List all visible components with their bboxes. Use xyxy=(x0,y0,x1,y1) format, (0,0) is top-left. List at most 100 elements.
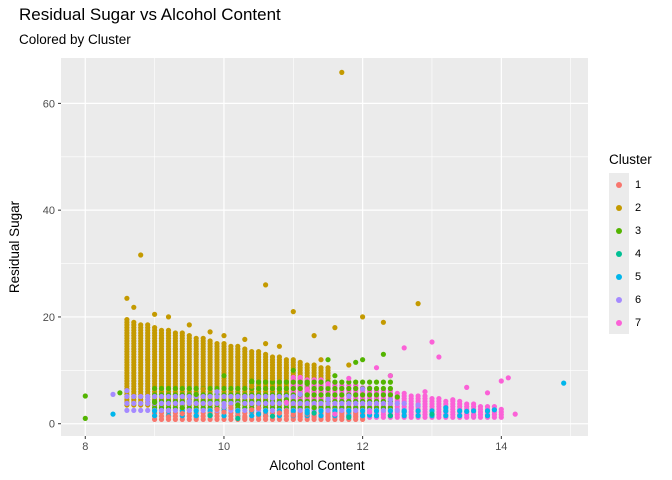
data-point-cluster-1 xyxy=(249,407,255,413)
major-gridlines xyxy=(61,58,588,436)
data-point-cluster-2 xyxy=(346,362,352,368)
data-point-cluster-6 xyxy=(200,393,206,400)
data-point-cluster-6 xyxy=(172,407,178,413)
data-point-cluster-6 xyxy=(124,393,130,400)
data-point-cluster-2 xyxy=(276,354,282,360)
legend-item-5: 5 xyxy=(609,265,652,288)
data-point-cluster-6 xyxy=(346,393,352,399)
data-point-cluster-2 xyxy=(186,378,192,384)
legend-dot xyxy=(616,273,622,280)
data-point-cluster-6 xyxy=(304,400,310,406)
y-tick-label: 20 xyxy=(43,312,55,324)
legend-dot xyxy=(616,181,622,188)
data-point-cluster-6 xyxy=(138,407,144,413)
data-point-cluster-7 xyxy=(471,401,477,407)
data-point-cluster-3 xyxy=(221,373,227,379)
data-point-cluster-6 xyxy=(152,393,158,400)
legend-label: 4 xyxy=(635,247,642,260)
legend-item-2: 2 xyxy=(609,196,652,219)
data-point-cluster-3 xyxy=(311,405,317,411)
y-tick-label: 0 xyxy=(49,419,55,431)
data-point-cluster-7 xyxy=(429,396,435,402)
data-point-cluster-5 xyxy=(415,408,421,414)
data-point-cluster-3 xyxy=(263,379,269,385)
legend-key xyxy=(609,242,629,265)
data-point-cluster-6 xyxy=(360,386,366,392)
legend-label: 2 xyxy=(635,201,642,214)
data-point-cluster-3 xyxy=(221,385,227,392)
data-point-cluster-7 xyxy=(290,374,296,380)
data-point-cluster-3 xyxy=(332,392,338,398)
data-point-cluster-3 xyxy=(179,405,185,411)
data-point-cluster-7 xyxy=(346,375,352,381)
data-point-cluster-7 xyxy=(304,386,310,392)
data-point-cluster-4 xyxy=(207,412,213,418)
data-point-cluster-2 xyxy=(131,319,137,325)
data-point-cluster-2 xyxy=(145,357,151,363)
data-point-cluster-3 xyxy=(387,379,393,385)
data-point-cluster-4 xyxy=(346,414,352,420)
data-point-cluster-2 xyxy=(283,357,289,363)
data-point-cluster-6 xyxy=(186,393,192,400)
data-point-cluster-2 xyxy=(311,362,317,368)
data-point-cluster-5 xyxy=(401,413,407,419)
data-point-cluster-2 xyxy=(415,301,421,307)
data-point-cluster-7 xyxy=(373,365,380,371)
data-point-cluster-2 xyxy=(221,341,227,347)
data-point-cluster-6 xyxy=(131,400,137,406)
data-point-cluster-3 xyxy=(373,392,380,398)
data-point-cluster-2 xyxy=(263,341,269,347)
data-point-cluster-2 xyxy=(152,311,158,317)
data-point-cluster-2 xyxy=(249,349,255,355)
data-point-cluster-6 xyxy=(387,400,393,406)
data-point-cluster-3 xyxy=(339,392,345,398)
data-point-cluster-4 xyxy=(429,411,435,417)
data-point-cluster-5 xyxy=(318,413,324,419)
data-point-cluster-5 xyxy=(110,411,116,417)
data-point-cluster-6 xyxy=(394,407,400,413)
data-point-cluster-5 xyxy=(491,407,497,413)
data-point-cluster-6 xyxy=(297,391,303,397)
data-point-cluster-3 xyxy=(297,385,303,392)
data-point-cluster-6 xyxy=(380,400,386,406)
data-point-cluster-6 xyxy=(179,393,185,400)
data-point-cluster-3 xyxy=(290,385,296,392)
data-point-cluster-5 xyxy=(415,413,421,419)
data-point-cluster-3 xyxy=(346,385,352,392)
legend-item-4: 4 xyxy=(609,242,652,265)
data-point-cluster-5 xyxy=(387,408,393,414)
legend-key xyxy=(609,265,629,288)
data-point-cluster-6 xyxy=(276,393,282,400)
data-point-cluster-6 xyxy=(269,395,276,401)
data-point-cluster-6 xyxy=(172,400,178,406)
data-point-cluster-5 xyxy=(256,411,262,417)
data-point-cluster-4 xyxy=(311,410,317,416)
x-tick-label: 12 xyxy=(357,441,369,453)
x-tick-label: 14 xyxy=(495,441,507,453)
data-point-cluster-6 xyxy=(263,393,269,400)
data-point-cluster-5 xyxy=(304,410,310,416)
data-point-cluster-6 xyxy=(242,394,248,400)
x-tick-label: 10 xyxy=(218,441,230,453)
chart-title: Residual Sugar vs Alcohol Content xyxy=(19,5,281,24)
data-point-cluster-6 xyxy=(228,400,234,406)
data-point-cluster-2 xyxy=(325,365,331,371)
data-point-cluster-6 xyxy=(207,400,213,406)
data-point-cluster-6 xyxy=(214,393,220,400)
data-point-cluster-2 xyxy=(304,362,310,368)
data-point-cluster-5 xyxy=(484,408,491,414)
data-point-cluster-7 xyxy=(408,393,414,399)
data-point-cluster-6 xyxy=(325,400,331,406)
data-point-cluster-3 xyxy=(179,385,185,392)
data-point-cluster-3 xyxy=(304,381,310,387)
data-point-cluster-5 xyxy=(235,408,241,414)
data-point-cluster-2 xyxy=(152,325,158,331)
data-point-cluster-3 xyxy=(283,385,289,392)
legend-key xyxy=(609,288,629,311)
data-point-cluster-1 xyxy=(242,415,248,421)
data-point-cluster-5 xyxy=(443,405,449,411)
data-point-cluster-7 xyxy=(512,411,518,417)
data-point-cluster-3 xyxy=(360,357,366,363)
data-point-cluster-2 xyxy=(124,317,130,323)
data-point-cluster-3 xyxy=(353,379,359,385)
